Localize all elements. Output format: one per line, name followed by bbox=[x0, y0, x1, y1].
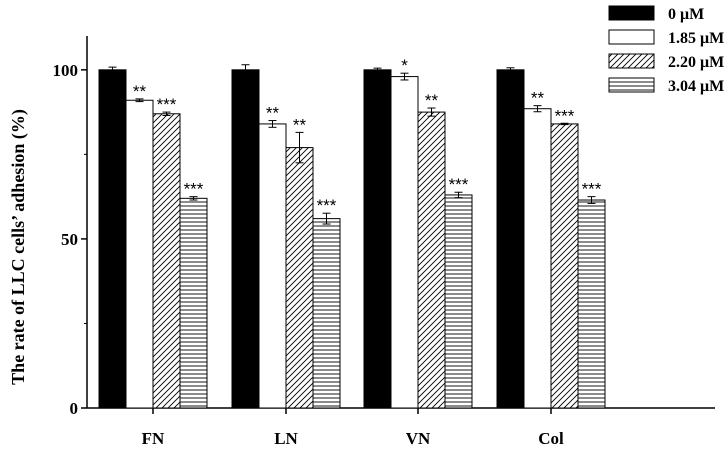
bar-vn-1 bbox=[390, 76, 419, 409]
bar-fn-0 bbox=[98, 69, 127, 409]
legend-swatch-0 bbox=[608, 5, 655, 21]
legend-label-1: 1.85 μM bbox=[668, 30, 724, 47]
bar-fn-2 bbox=[152, 113, 181, 409]
x-tick-label-ln: LN bbox=[274, 429, 298, 448]
bar-col-2 bbox=[550, 123, 579, 409]
significance-mark: *** bbox=[317, 196, 337, 215]
significance-mark: ** bbox=[133, 82, 147, 101]
bar-col-1 bbox=[523, 108, 552, 409]
bar-ln-3 bbox=[312, 218, 341, 409]
y-tick-label: 0 bbox=[70, 399, 79, 418]
bar-vn-2 bbox=[417, 111, 446, 409]
y-tick-label: 100 bbox=[53, 61, 79, 80]
legend-swatch-3 bbox=[608, 77, 655, 93]
bar-ln-1 bbox=[258, 123, 287, 409]
bar-col-0 bbox=[496, 69, 525, 409]
legend: 0 μM 1.85 μM 2.20 μM 3.04 μM bbox=[608, 5, 724, 95]
significance-mark: * bbox=[401, 56, 408, 75]
significance-mark: ** bbox=[531, 89, 545, 108]
significance-mark: ** bbox=[266, 104, 280, 123]
y-tick-label: 50 bbox=[61, 230, 78, 249]
bar-vn-3 bbox=[444, 194, 473, 409]
legend-label-2: 2.20 μM bbox=[668, 54, 724, 71]
significance-mark: *** bbox=[582, 180, 602, 199]
significance-mark: *** bbox=[555, 106, 575, 125]
significance-mark: *** bbox=[449, 175, 469, 194]
x-tick-label-fn: FN bbox=[142, 429, 165, 448]
bar-ln-0 bbox=[231, 69, 260, 409]
bar-ln-2 bbox=[285, 147, 314, 409]
bar-fn-3 bbox=[179, 197, 208, 409]
x-tick-label-col: Col bbox=[538, 429, 564, 448]
significance-mark: *** bbox=[184, 180, 204, 199]
bar-vn-0 bbox=[363, 69, 392, 409]
legend-label-3: 3.04 μM bbox=[668, 78, 724, 95]
legend-swatch-2 bbox=[608, 53, 655, 69]
bar-col-3 bbox=[577, 199, 606, 409]
bar-fn-1 bbox=[125, 99, 154, 409]
significance-mark: *** bbox=[157, 95, 177, 114]
significance-mark: ** bbox=[293, 115, 307, 134]
plot-area: 050100********FN*******LN******VN*******… bbox=[53, 36, 715, 448]
x-tick-label-vn: VN bbox=[406, 429, 431, 448]
legend-swatch-1 bbox=[608, 29, 655, 45]
legend-label-0: 0 μM bbox=[668, 6, 704, 23]
significance-mark: ** bbox=[425, 91, 439, 110]
y-axis-label: The rate of LLC cells’ adhesion (%) bbox=[8, 109, 29, 385]
